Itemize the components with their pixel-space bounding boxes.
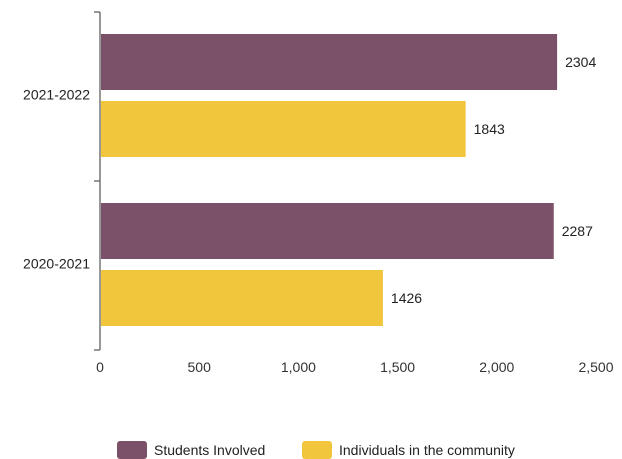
labels: 0 500 1,000 1,500 2,000 2,500 2304 1843 2021-202…	[23, 54, 614, 375]
legend-swatch	[302, 441, 332, 459]
x-tick-label: 500	[188, 359, 212, 375]
data-label: 1843	[474, 121, 505, 137]
x-tick-label: 0	[96, 359, 104, 375]
bar-individuals-in-community	[101, 270, 383, 326]
data-label: 2287	[562, 223, 593, 239]
legend-label: Students Involved	[154, 442, 265, 458]
data-label: 1426	[391, 290, 422, 306]
axes	[94, 11, 101, 351]
x-tick-label: 2,500	[578, 359, 613, 375]
bar-students-involved	[101, 203, 554, 259]
bar-individuals-in-community	[101, 101, 466, 157]
category-label: 2021-2022	[23, 87, 90, 103]
x-tick-label: 1,500	[380, 359, 415, 375]
legend-swatch	[117, 441, 147, 459]
x-tick-label: 1,000	[281, 359, 316, 375]
category-label: 2020-2021	[23, 256, 90, 272]
legend: Students Involved Individuals in the comm…	[117, 441, 515, 459]
bar-students-involved	[101, 34, 558, 90]
legend-label: Individuals in the community	[339, 442, 515, 458]
bars	[101, 34, 558, 326]
data-label: 2304	[565, 54, 596, 70]
x-tick-label: 2,000	[479, 359, 514, 375]
